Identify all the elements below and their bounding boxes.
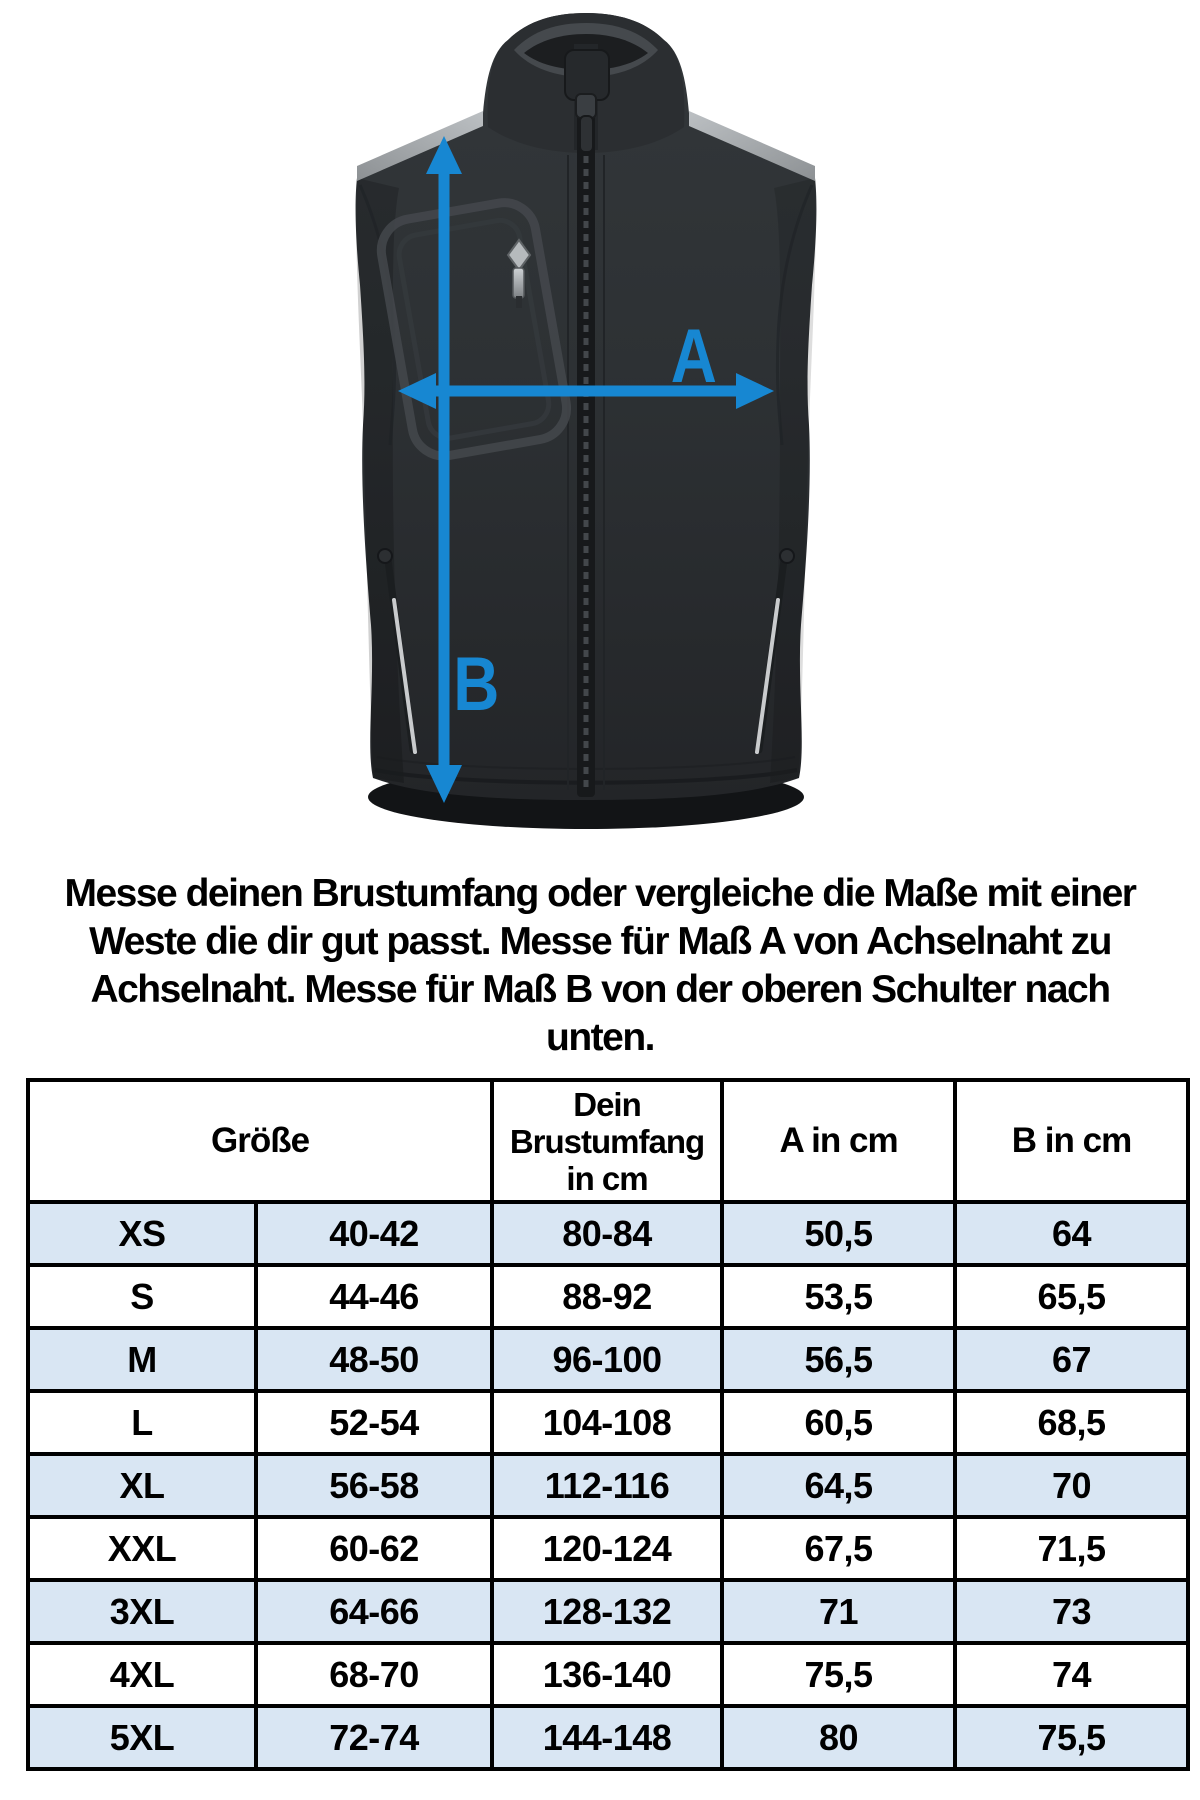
hand-pocket-left [377, 548, 417, 754]
shoulder-stripe-right [689, 111, 815, 181]
header-size-label: Größe [210, 1121, 310, 1160]
cell-a: 56,5 [720, 1326, 958, 1393]
size-table-header-row: Größe Dein Brustumfang in cm A in cm B i… [25, 1078, 1191, 1204]
header-chest-line-3: in cm [566, 1159, 648, 1197]
front-zipper [564, 49, 610, 797]
cell-size: S [26, 1263, 258, 1330]
cell-a: 64,5 [720, 1452, 958, 1519]
cell-size-number: 40-42 [253, 1200, 495, 1267]
header-chest-line-2: Brustumfang [509, 1122, 705, 1160]
instruction-line-2: Weste die dir gut passt. Messe für Maß A… [89, 920, 1112, 963]
vest-size-figure: A B [0, 0, 1200, 860]
cell-a: 67,5 [720, 1515, 958, 1582]
arrowhead-down [426, 765, 462, 803]
cell-size: L [26, 1389, 258, 1456]
table-row-xxl: XXL 60-62 120-124 67,5 71,5 [26, 1515, 1191, 1582]
cell-b: 71,5 [953, 1515, 1191, 1582]
arrowhead-left [398, 373, 436, 409]
header-b-label: B in cm [1011, 1121, 1132, 1160]
shoulder-stripe-left [357, 111, 483, 181]
table-row-s: S 44-46 88-92 53,5 65,5 [26, 1263, 1191, 1330]
header-a: A in cm [720, 1078, 958, 1204]
cell-b: 74 [953, 1641, 1191, 1708]
cell-chest: 96-100 [490, 1326, 725, 1393]
table-row-xl: XL 56-58 112-116 64,5 70 [26, 1452, 1191, 1519]
cell-size-number: 64-66 [253, 1578, 495, 1645]
measure-label-a: A [671, 313, 717, 399]
cell-chest: 120-124 [490, 1515, 725, 1582]
cell-size-number: 52-54 [253, 1389, 495, 1456]
zipper-garage [564, 49, 610, 101]
measure-arrow-lines [430, 168, 742, 768]
table-row-m: M 48-50 96-100 56,5 67 [26, 1326, 1191, 1393]
cell-a: 60,5 [720, 1389, 958, 1456]
cell-b: 70 [953, 1452, 1191, 1519]
instruction-line-3: Achselnaht. Messe für Maß B von der ober… [90, 968, 1111, 1011]
cell-size: XXL [26, 1515, 258, 1582]
cell-size: M [26, 1326, 258, 1393]
cell-size-number: 72-74 [253, 1704, 495, 1771]
hand-pocket-right [755, 548, 795, 754]
measure-label-b: B [453, 641, 499, 727]
cell-size: 5XL [26, 1704, 258, 1771]
header-size: Größe [25, 1078, 495, 1204]
cell-b: 68,5 [953, 1389, 1191, 1456]
table-row-l: L 52-54 104-108 60,5 68,5 [26, 1389, 1191, 1456]
cell-b: 75,5 [953, 1704, 1191, 1771]
cell-size: XS [26, 1200, 258, 1267]
cell-chest: 104-108 [490, 1389, 725, 1456]
cell-chest: 144-148 [490, 1704, 725, 1771]
chest-pocket-zipper-pull [506, 238, 532, 308]
arrowhead-up [426, 136, 462, 174]
size-table: Größe Dein Brustumfang in cm A in cm B i… [25, 1078, 1191, 1771]
arrowhead-right [736, 373, 774, 409]
cell-chest: 128-132 [490, 1578, 725, 1645]
cell-a: 71 [720, 1578, 958, 1645]
table-row-3xl: 3XL 64-66 128-132 71 73 [26, 1578, 1191, 1645]
zipper-slider [575, 93, 597, 119]
cell-b: 67 [953, 1326, 1191, 1393]
table-row-4xl: 4XL 68-70 136-140 75,5 74 [26, 1641, 1191, 1708]
cell-size-number: 56-58 [253, 1452, 495, 1519]
cell-chest: 80-84 [490, 1200, 725, 1267]
cell-chest: 136-140 [490, 1641, 725, 1708]
table-row-5xl: 5XL 72-74 144-148 80 75,5 [26, 1704, 1191, 1771]
measure-arrowheads-and-labels: A B [398, 136, 774, 803]
cell-a: 80 [720, 1704, 958, 1771]
armhole-seam-right [775, 184, 814, 446]
instruction-line-4: unten. [546, 1016, 655, 1059]
cell-a: 75,5 [720, 1641, 958, 1708]
cell-a: 50,5 [720, 1200, 958, 1267]
zipper-pull-tab [579, 115, 594, 153]
chest-pocket [376, 198, 572, 461]
cell-a: 53,5 [720, 1263, 958, 1330]
cell-b: 65,5 [953, 1263, 1191, 1330]
cell-size-number: 68-70 [253, 1641, 495, 1708]
cell-size: XL [26, 1452, 258, 1519]
cell-size-number: 48-50 [253, 1326, 495, 1393]
measuring-instructions: Messe deinen Brustumfang oder vergleiche… [0, 870, 1200, 1062]
header-chest: Dein Brustumfang in cm [490, 1078, 725, 1204]
table-row-xs: XS 40-42 80-84 50,5 64 [26, 1200, 1191, 1267]
cell-chest: 112-116 [490, 1452, 725, 1519]
vest-right-shading [770, 178, 816, 783]
cell-size: 3XL [26, 1578, 258, 1645]
cell-size-number: 44-46 [253, 1263, 495, 1330]
header-b: B in cm [953, 1078, 1191, 1204]
cell-b: 64 [953, 1200, 1191, 1267]
instruction-line-1: Messe deinen Brustumfang oder vergleiche… [64, 872, 1138, 915]
cell-size: 4XL [26, 1641, 258, 1708]
cell-b: 73 [953, 1578, 1191, 1645]
cell-size-number: 60-62 [253, 1515, 495, 1582]
header-chest-line-1: Dein [573, 1085, 642, 1123]
header-a-label: A in cm [779, 1121, 898, 1160]
cell-chest: 88-92 [490, 1263, 725, 1330]
